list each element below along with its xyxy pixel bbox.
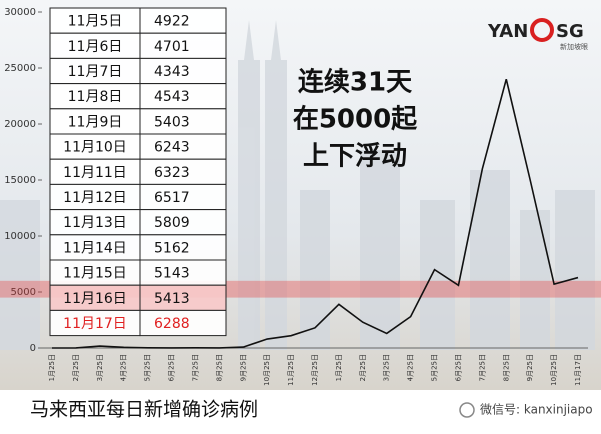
table-cell	[49, 158, 141, 185]
case-count: 5413	[154, 291, 190, 307]
date: 11月17日	[63, 316, 127, 332]
table-cell	[139, 158, 227, 185]
x-tick-label: 9月25日	[239, 354, 247, 381]
logo-sub: 新加坡眼	[560, 42, 588, 51]
date: 11月10日	[63, 140, 127, 156]
case-count: 4343	[154, 64, 190, 80]
x-tick-label: 11月25日	[287, 354, 295, 386]
table-cell	[49, 83, 141, 110]
logo-left: YAN	[487, 21, 528, 42]
date: 11月15日	[63, 266, 127, 282]
table-cell	[139, 284, 227, 311]
case-count: 6517	[154, 190, 190, 206]
date: 11月9日	[68, 114, 123, 130]
x-tick-label: 2月25日	[359, 354, 367, 381]
date: 11月6日	[68, 39, 123, 55]
caption: 马来西亚每日新增确诊病例	[30, 399, 258, 421]
x-tick-label: 7月25日	[191, 354, 199, 381]
x-tick-label: 10月25日	[263, 354, 271, 386]
logo: YAN SG 新加坡眼	[487, 18, 588, 51]
x-tick-label: 6月25日	[454, 354, 462, 381]
x-tick-label: 3月25日	[96, 354, 104, 381]
case-count: 6323	[154, 165, 190, 181]
table-cell	[49, 284, 141, 311]
x-tick-label: 11月17日	[574, 354, 582, 386]
case-count: 4922	[154, 14, 190, 30]
table-cell	[139, 309, 227, 337]
table-cell	[139, 209, 227, 236]
x-tick-label: 4月25日	[407, 354, 415, 381]
caption-strip	[0, 390, 601, 430]
y-tick-label: 20000	[4, 119, 36, 130]
case-count: 5809	[154, 215, 190, 231]
table-cell	[139, 234, 227, 261]
date: 11月13日	[63, 215, 127, 231]
annotation: 在5000起	[293, 105, 418, 135]
date: 11月12日	[63, 190, 127, 206]
y-tick-label: 0	[30, 343, 36, 354]
y-tick-label: 10000	[4, 231, 36, 242]
x-tick-label: 6月25日	[168, 354, 176, 381]
case-count: 5403	[154, 114, 190, 130]
x-tick-label: 5月25日	[431, 354, 439, 381]
table-cell	[49, 259, 141, 286]
logo-icon	[530, 18, 554, 42]
date: 11月5日	[68, 14, 123, 30]
x-tick-label: 1月25日	[48, 354, 56, 381]
y-tick-label: 30000	[4, 7, 36, 18]
date: 11月11日	[63, 165, 127, 181]
data-line	[51, 78, 579, 349]
date: 11月14日	[63, 240, 127, 256]
logo-right: SG	[556, 21, 584, 42]
case-count: 5143	[154, 266, 190, 282]
table-cell	[49, 57, 141, 85]
case-count: 5162	[154, 240, 190, 256]
data-table: 11月5日 4922 11月6日 4701 11月7日 4343 11月8日 4543 11月9…	[49, 7, 227, 337]
table-cell	[139, 83, 227, 110]
y-tick-label: 15000	[4, 175, 36, 186]
table-cell	[49, 133, 141, 160]
case-count: 4701	[154, 39, 190, 55]
x-tick-label: 8月25日	[215, 354, 223, 381]
x-tick-label: 4月25日	[120, 354, 128, 381]
x-tick-label: 7月25日	[478, 354, 486, 381]
annotation: 连续31天	[298, 67, 412, 98]
table-cell	[49, 32, 141, 59]
date: 11月7日	[68, 64, 123, 80]
x-tick-label: 12月25日	[311, 354, 319, 386]
x-tick-label: 3月25日	[383, 354, 391, 381]
watermark: 微信号: kanxinjiapo	[480, 403, 593, 417]
x-tick-label: 9月25日	[526, 354, 534, 381]
date: 11月16日	[63, 291, 127, 307]
y-tick-label: 25000	[4, 63, 36, 74]
case-count: 6243	[154, 140, 190, 156]
table-cell	[139, 57, 227, 85]
x-tick-label: 1月25日	[335, 354, 343, 381]
case-count: 6288	[154, 316, 190, 332]
table-cell	[139, 7, 227, 34]
x-tick-label: 5月25日	[144, 354, 152, 381]
x-tick-label: 8月25日	[502, 354, 510, 381]
table-cell	[139, 259, 227, 286]
y-tick-label: 5000	[11, 287, 36, 298]
x-tick-label: 2月25日	[72, 354, 80, 381]
wechat-icon	[459, 402, 475, 418]
date: 11月8日	[68, 89, 123, 105]
x-tick-label: 10月25日	[550, 354, 558, 386]
table-cell	[49, 209, 141, 236]
case-count: 4543	[154, 89, 190, 105]
annotation: 上下浮动	[303, 142, 407, 172]
